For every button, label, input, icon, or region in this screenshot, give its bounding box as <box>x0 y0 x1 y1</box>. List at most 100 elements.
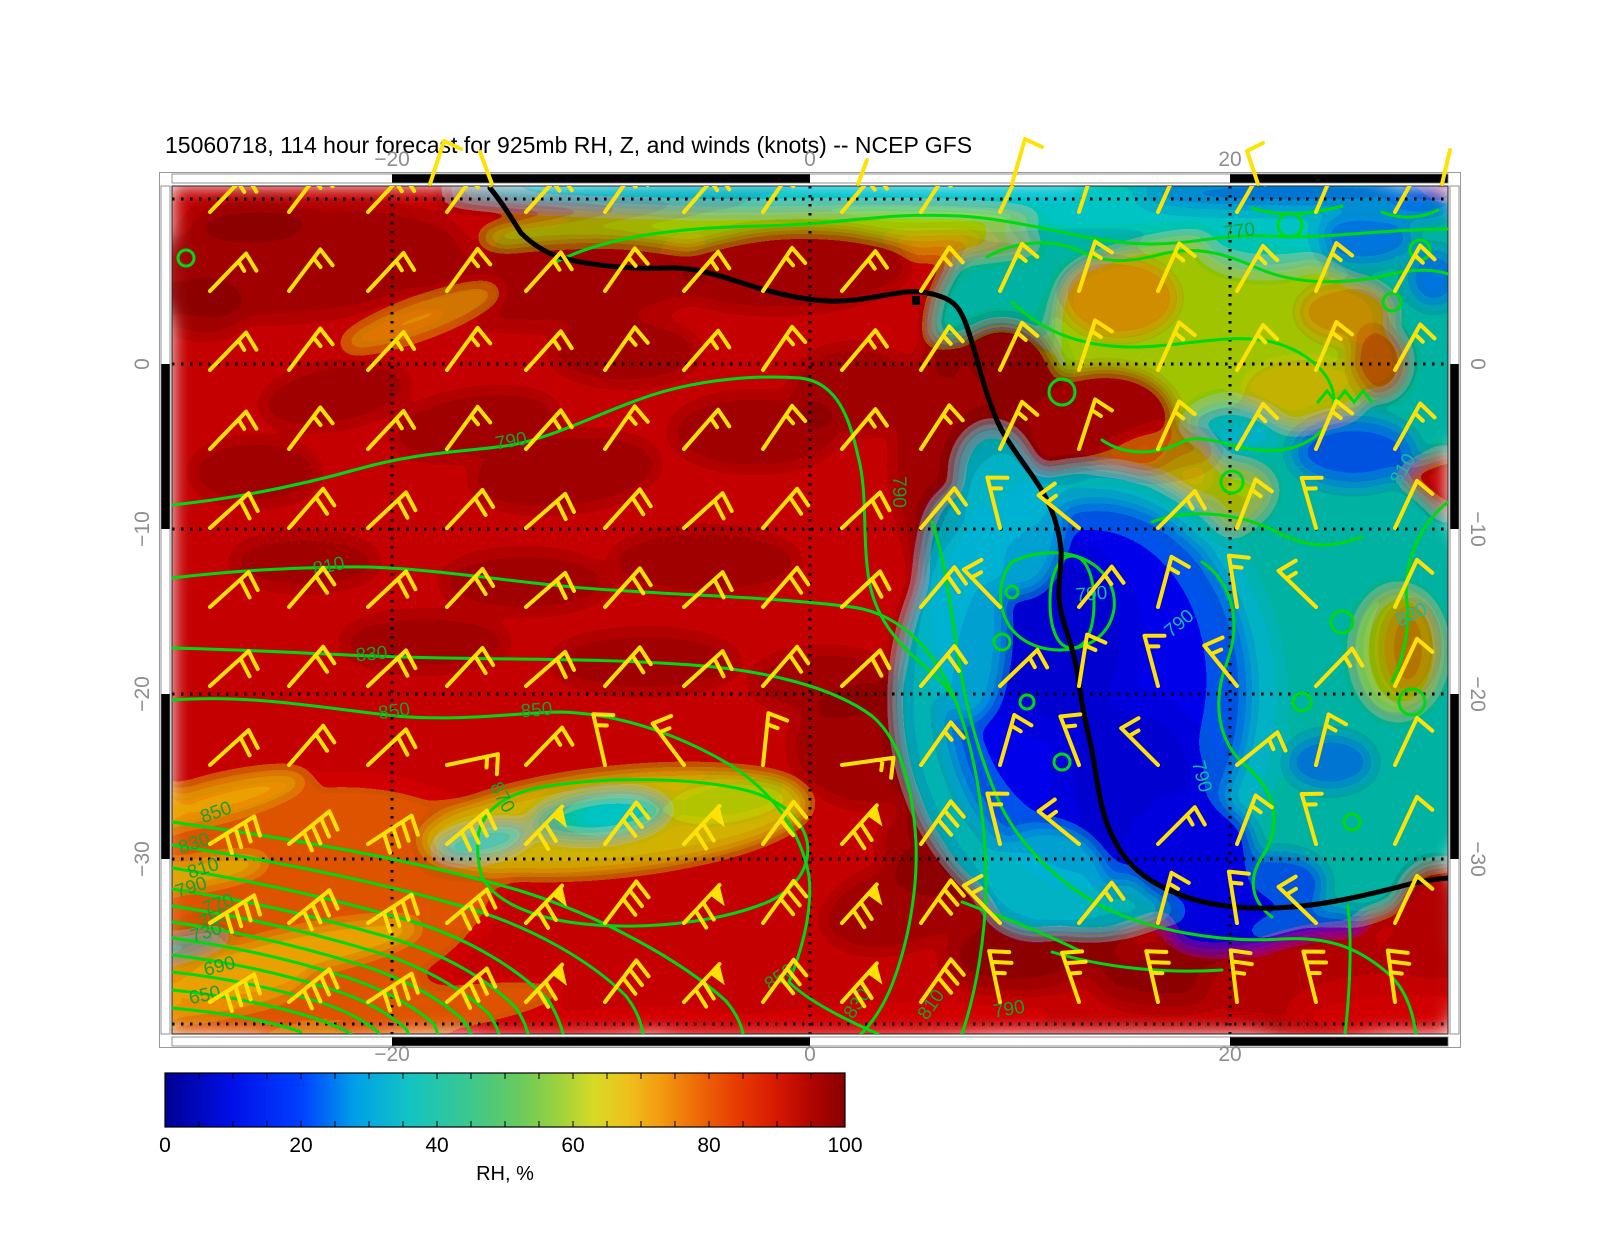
height-contour <box>172 820 745 1034</box>
outer-frame <box>159 172 1461 1048</box>
wind-barb <box>287 644 337 688</box>
wind-barb <box>840 328 889 372</box>
frame-segment-right <box>1450 859 1459 1034</box>
frame-segment-right <box>1450 529 1459 694</box>
frame-segment-left <box>161 529 170 694</box>
wind-barb <box>603 404 650 451</box>
wind-barb <box>366 186 417 214</box>
wind-barb <box>1314 399 1355 451</box>
frame-segment-right <box>1450 186 1459 364</box>
wind-barb <box>603 325 650 372</box>
wind-barb <box>603 246 650 293</box>
wind-barb <box>603 879 651 925</box>
y-axis-tick-label-left: 0 <box>131 358 154 370</box>
height-contour-loop <box>1276 211 1304 239</box>
wind-barb <box>445 752 500 777</box>
rh-blob <box>1408 250 1448 306</box>
height-contour <box>172 866 565 1034</box>
wind-barb <box>524 329 574 372</box>
y-axis-tick-label-left: −10 <box>131 511 154 547</box>
wind-barb <box>1226 869 1251 925</box>
wind-barb <box>1226 553 1251 609</box>
wind-barb <box>524 250 574 293</box>
height-contour <box>1200 560 1276 919</box>
y-axis-tick-label-left: −30 <box>131 841 154 877</box>
wind-barb <box>445 246 493 293</box>
wind-barb <box>524 883 565 930</box>
wind-barb <box>1393 401 1437 451</box>
x-axis-tick-label: −20 <box>374 148 410 171</box>
wind-barb <box>682 186 732 214</box>
wind-barb <box>445 808 498 852</box>
frame-bar-outline <box>160 185 171 1035</box>
wind-barb-partial <box>1010 137 1044 186</box>
rh-blob <box>190 200 310 244</box>
wind-barb <box>761 403 808 451</box>
wind-barb <box>208 186 259 214</box>
wind-barb <box>603 186 650 214</box>
frame-segment-top <box>172 174 392 183</box>
wind-barb <box>761 878 809 925</box>
frame-bar-outline <box>1449 185 1460 1035</box>
wind-barb <box>1393 715 1435 767</box>
colorbar-tick-label: 80 <box>697 1134 720 1157</box>
contour-label: 830 <box>355 643 388 667</box>
height-contour <box>1150 512 1364 547</box>
frame-segment-top <box>1230 174 1448 183</box>
axis-tick-labels: −20 −20 0 0 20 20 0 0 −10 −10 −20 −20 −30 −30 <box>131 148 1489 1066</box>
wind-barb <box>961 557 1002 609</box>
wind-barb-partial <box>1245 141 1265 186</box>
wind-barb <box>1077 564 1126 609</box>
wind-barb <box>1036 797 1081 846</box>
wind-barb <box>919 486 968 530</box>
wind-barb <box>682 491 734 530</box>
wind-barb-pennant <box>552 885 567 907</box>
contour-label: 850 <box>520 699 553 723</box>
rh-blob <box>172 769 308 831</box>
wind-barb <box>840 186 889 214</box>
wind-barb <box>1077 397 1114 451</box>
frame-bar-outline <box>171 1036 1449 1047</box>
height-contour <box>172 646 918 1034</box>
wind-barb <box>1393 636 1435 688</box>
rh-blob <box>172 930 231 964</box>
wind-barb <box>682 570 734 609</box>
wind-barb-partial <box>428 139 463 186</box>
wind-barb <box>1393 186 1412 214</box>
wind-barb <box>987 949 1014 1004</box>
height-contour <box>1316 388 1374 405</box>
colorbar-gradient <box>164 1072 846 1128</box>
wind-barb <box>366 727 418 767</box>
wind-barb <box>524 649 576 688</box>
contour-label: 850 <box>377 699 411 724</box>
wind-barb <box>1385 948 1412 1004</box>
wind-barb <box>445 646 496 688</box>
height-contour <box>172 887 530 1034</box>
wind-barb <box>1393 873 1435 925</box>
wind-barb <box>682 249 732 293</box>
wind-barb <box>366 251 417 293</box>
wind-barb <box>1393 478 1435 530</box>
wind-barb <box>287 565 337 609</box>
wind-barb <box>1276 874 1318 925</box>
wind-barb <box>998 241 1040 293</box>
wind-barb <box>1393 557 1435 609</box>
wind-barb-pennant <box>709 885 725 907</box>
wind-barb <box>1119 716 1160 767</box>
wind-barb <box>761 565 811 609</box>
height-contour-loop <box>992 632 1012 652</box>
frame-segment-left <box>161 186 170 364</box>
frame-segment-bottom <box>810 1037 1230 1046</box>
height-contour-loop <box>176 248 196 268</box>
rh-blob <box>172 275 247 335</box>
wind-barb <box>1235 186 1267 214</box>
wind-barbs-outside-frame <box>428 137 1452 186</box>
wind-barb <box>208 972 262 1013</box>
height-contour <box>960 900 1224 973</box>
wind-barb <box>445 567 496 609</box>
wind-barb <box>761 245 808 293</box>
wind-barb <box>603 958 651 1004</box>
wind-barb <box>208 251 259 293</box>
wind-barb <box>287 809 340 853</box>
wind-barb <box>761 799 809 846</box>
